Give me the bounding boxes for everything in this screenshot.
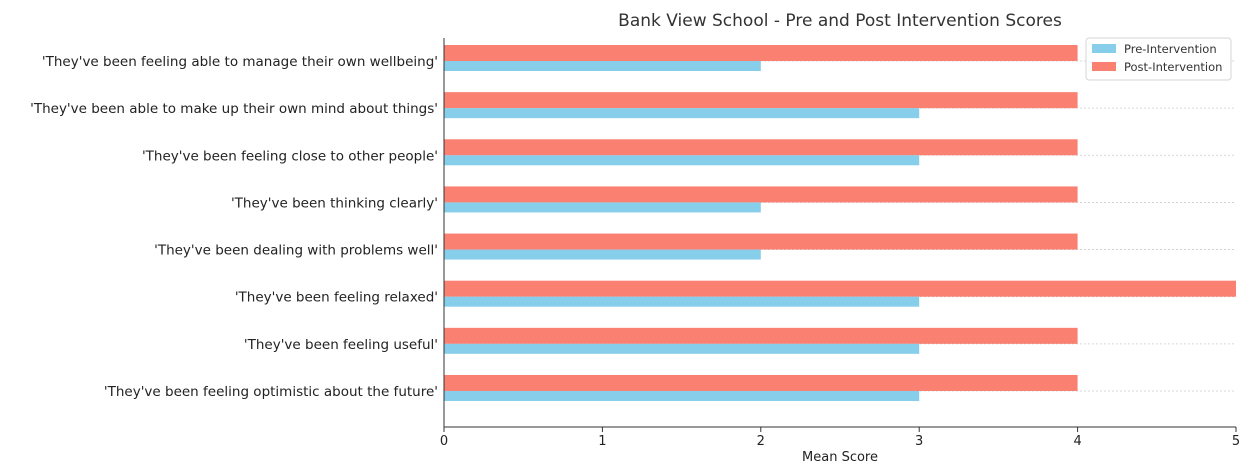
bar-pre-intervention — [444, 344, 919, 354]
legend-label: Post-Intervention — [1124, 60, 1222, 74]
bar-pre-intervention — [444, 202, 761, 212]
category-label: 'They've been dealing with problems well… — [154, 243, 438, 259]
bar-pre-intervention — [444, 108, 919, 118]
category-label: 'They've been feeling able to manage the… — [42, 54, 438, 70]
bars — [444, 45, 1236, 401]
x-tick-label: 3 — [915, 434, 923, 449]
legend: Pre-Intervention Post-Intervention — [1086, 38, 1231, 80]
bar-post-intervention — [444, 139, 1078, 155]
bar-pre-intervention — [444, 155, 919, 165]
bar-post-intervention — [444, 45, 1078, 61]
x-tick-label: 0 — [440, 434, 448, 449]
x-tick-label: 4 — [1073, 434, 1081, 449]
bar-post-intervention — [444, 281, 1236, 297]
bar-pre-intervention — [444, 391, 919, 401]
x-tick-label: 1 — [598, 434, 606, 449]
chart-title: Bank View School - Pre and Post Interven… — [618, 11, 1062, 31]
bar-post-intervention — [444, 92, 1078, 108]
bar-post-intervention — [444, 234, 1078, 250]
bar-pre-intervention — [444, 297, 919, 307]
category-label: 'They've been feeling useful' — [244, 337, 438, 353]
bar-post-intervention — [444, 328, 1078, 344]
bar-post-intervention — [444, 186, 1078, 202]
category-label: 'They've been thinking clearly' — [231, 195, 438, 211]
category-labels: 'They've been feeling able to manage the… — [30, 54, 438, 400]
legend-swatch — [1092, 44, 1116, 53]
x-tick-label: 2 — [757, 434, 765, 449]
bar-pre-intervention — [444, 250, 761, 260]
category-label: 'They've been feeling optimistic about t… — [104, 384, 438, 400]
x-tick-label: 5 — [1232, 434, 1240, 449]
bar-pre-intervention — [444, 61, 761, 71]
category-label: 'They've been able to make up their own … — [30, 101, 438, 117]
category-label: 'They've been feeling relaxed' — [235, 290, 438, 306]
bar-post-intervention — [444, 375, 1078, 391]
category-label: 'They've been feeling close to other peo… — [142, 148, 438, 164]
legend-label: Pre-Intervention — [1124, 42, 1217, 56]
x-axis-label: Mean Score — [802, 450, 878, 464]
legend-swatch — [1092, 62, 1116, 71]
